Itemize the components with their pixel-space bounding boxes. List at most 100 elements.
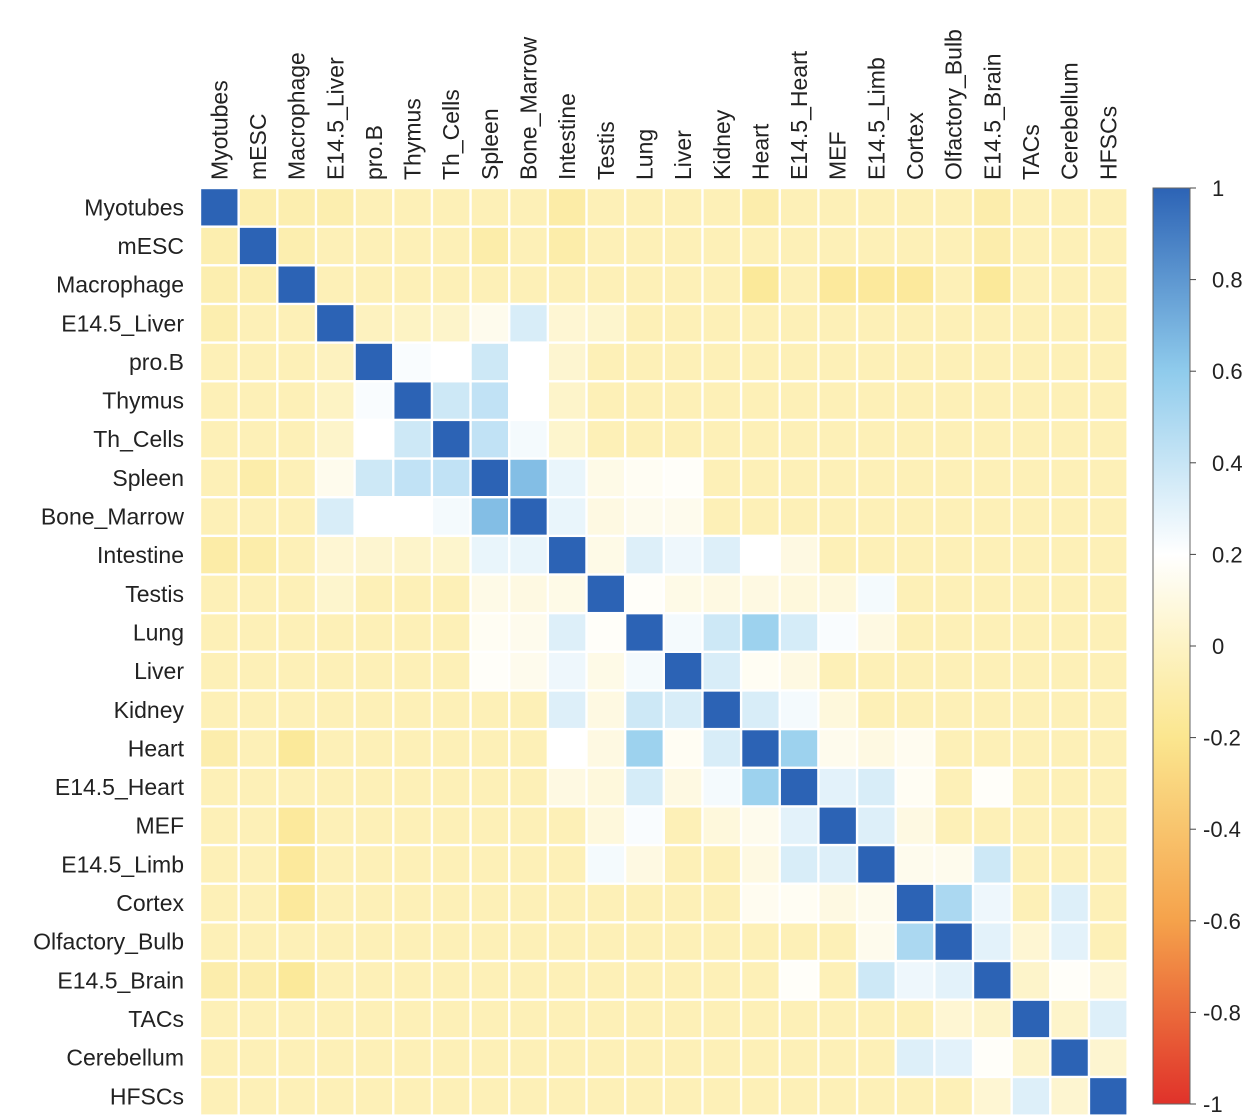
heatmap-cell	[858, 923, 895, 960]
heatmap-cell	[974, 266, 1011, 303]
heatmap-cell	[626, 653, 663, 690]
heatmap-cell	[587, 962, 624, 999]
heatmap-cell	[510, 537, 547, 574]
heatmap-cell	[201, 382, 238, 419]
heatmap-cell	[626, 923, 663, 960]
heatmap-cell	[278, 498, 315, 535]
heatmap-cell	[896, 1000, 934, 1038]
heatmap-cell	[626, 730, 663, 767]
heatmap-cell	[549, 730, 586, 767]
heatmap-cell	[742, 846, 779, 883]
heatmap-cell	[742, 768, 779, 806]
heatmap-cell	[278, 614, 315, 651]
heatmap-cell	[819, 227, 856, 265]
heatmap-cell	[858, 459, 895, 496]
row-label: Cerebellum	[66, 1045, 184, 1071]
heatmap-cell	[510, 227, 547, 265]
heatmap-cell	[201, 1000, 238, 1038]
heatmap-cell	[742, 266, 779, 303]
heatmap-cell	[317, 884, 354, 922]
heatmap-cell	[703, 343, 740, 381]
heatmap-cell	[626, 537, 663, 574]
heatmap-cell	[858, 653, 895, 690]
heatmap-cell	[742, 691, 779, 728]
heatmap-cell	[819, 421, 856, 458]
heatmap-cell	[935, 962, 972, 999]
heatmap-cell	[549, 1000, 586, 1038]
heatmap-cell	[471, 846, 508, 883]
heatmap-cell	[1012, 730, 1050, 767]
heatmap-cell	[471, 382, 508, 419]
heatmap-cell	[858, 227, 895, 265]
heatmap-cell	[317, 227, 354, 265]
heatmap-cell	[394, 459, 431, 496]
heatmap-cell	[1012, 305, 1050, 342]
row-label: Thymus	[102, 388, 184, 414]
heatmap-cell	[703, 305, 740, 342]
heatmap-cell	[278, 537, 315, 574]
heatmap-cell	[780, 962, 818, 999]
heatmap-cell	[587, 653, 624, 690]
heatmap-cell	[433, 343, 470, 381]
heatmap-cell	[1012, 768, 1050, 806]
heatmap-cell	[819, 1039, 856, 1076]
heatmap-cell	[549, 266, 586, 303]
heatmap-cell	[1051, 305, 1088, 342]
heatmap-cell	[703, 884, 740, 922]
heatmap-cell	[1051, 962, 1088, 999]
heatmap-cell	[201, 1039, 238, 1076]
heatmap-cell	[510, 884, 547, 922]
heatmap-cell	[355, 189, 393, 226]
column-label: Cortex	[902, 112, 928, 180]
heatmap-cell	[201, 305, 238, 342]
heatmap-cell	[239, 807, 277, 844]
heatmap-cell	[510, 923, 547, 960]
heatmap-cell	[510, 575, 547, 612]
heatmap-cell	[239, 575, 277, 612]
heatmap-cell	[317, 923, 354, 960]
heatmap-cell	[935, 730, 972, 767]
heatmap-cell	[278, 884, 315, 922]
heatmap-cell	[239, 691, 277, 728]
heatmap-cell	[935, 807, 972, 844]
heatmap-cell	[896, 768, 934, 806]
heatmap-cell	[896, 846, 934, 883]
heatmap-cell	[703, 382, 740, 419]
heatmap-cell	[1090, 1000, 1127, 1038]
heatmap-cell	[819, 498, 856, 535]
heatmap-cell	[239, 498, 277, 535]
heatmap-cell	[587, 768, 624, 806]
column-label: mESC	[245, 114, 271, 180]
heatmap-cell	[201, 537, 238, 574]
heatmap-cell	[780, 421, 818, 458]
heatmap-cell	[510, 691, 547, 728]
heatmap-cell	[471, 227, 508, 265]
heatmap-cell	[355, 923, 393, 960]
heatmap-cell	[742, 421, 779, 458]
heatmap-cell	[819, 691, 856, 728]
heatmap-cell	[858, 189, 895, 226]
heatmap-cell	[896, 575, 934, 612]
heatmap-cell	[1090, 537, 1127, 574]
colorbar-tick-label: 0.2	[1212, 542, 1243, 567]
heatmap-cell	[974, 846, 1011, 883]
column-label: E14.5_Liver	[322, 57, 348, 180]
heatmap-cell	[394, 537, 431, 574]
heatmap-cell	[239, 382, 277, 419]
heatmap-cell	[896, 691, 934, 728]
heatmap-cell	[780, 305, 818, 342]
column-label: E14.5_Brain	[979, 53, 1005, 180]
column-label: Kidney	[709, 109, 735, 180]
heatmap-grid	[201, 189, 1127, 1115]
row-label: Testis	[125, 581, 184, 607]
colorbar-tick-label: 0	[1212, 634, 1224, 659]
row-label: Intestine	[97, 542, 184, 568]
heatmap-cell	[858, 498, 895, 535]
heatmap-cell	[1090, 382, 1127, 419]
heatmap-cell	[703, 846, 740, 883]
heatmap-cell	[626, 691, 663, 728]
heatmap-cell	[317, 614, 354, 651]
heatmap-cell	[433, 1039, 470, 1076]
heatmap-cell	[471, 653, 508, 690]
heatmap-cell	[974, 1078, 1011, 1115]
